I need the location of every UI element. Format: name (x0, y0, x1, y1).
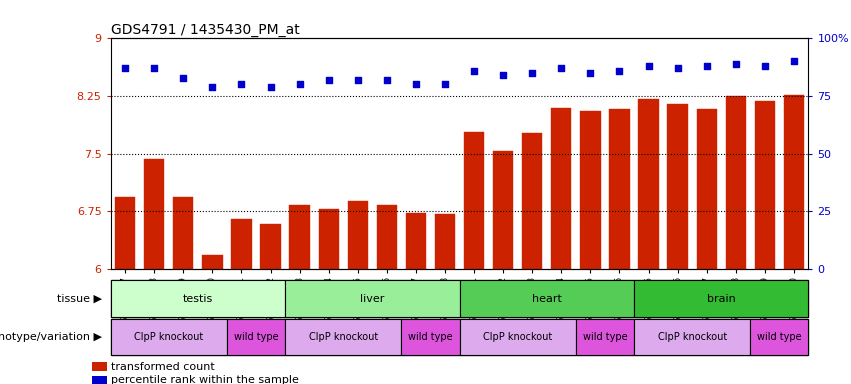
Text: percentile rank within the sample: percentile rank within the sample (111, 375, 299, 384)
Point (409, 81, 423, 88)
Bar (580, 111, 601, 384)
Text: wild type: wild type (583, 332, 627, 342)
Bar (634, 280, 808, 317)
Point (351, 77, 364, 83)
Point (235, 81, 248, 88)
Point (496, 72, 510, 78)
Bar (551, 108, 572, 384)
Point (642, 63, 655, 69)
Bar (460, 280, 634, 317)
Bar (227, 319, 285, 355)
Text: liver: liver (360, 293, 385, 304)
Point (671, 65, 684, 71)
Bar (377, 205, 397, 384)
Text: tissue ▶: tissue ▶ (57, 293, 102, 304)
Bar (92, 362, 107, 371)
Bar (576, 319, 634, 355)
Bar (464, 132, 484, 384)
Point (700, 63, 713, 69)
Bar (111, 319, 227, 355)
Text: ClpP knockout: ClpP knockout (658, 332, 727, 342)
Point (525, 70, 539, 76)
Text: ClpP knockout: ClpP knockout (483, 332, 552, 342)
Point (555, 65, 568, 71)
Bar (347, 201, 368, 384)
Text: ClpP knockout: ClpP knockout (134, 332, 203, 342)
Text: brain: brain (707, 293, 735, 304)
Point (467, 68, 481, 74)
Point (293, 81, 306, 88)
Text: testis: testis (183, 293, 213, 304)
Point (584, 70, 597, 76)
Bar (144, 159, 164, 384)
Point (322, 77, 335, 83)
Bar (289, 205, 310, 384)
Bar (402, 319, 460, 355)
Point (758, 63, 772, 69)
Bar (173, 197, 193, 384)
Text: wild type: wild type (408, 332, 453, 342)
Bar (493, 151, 513, 384)
Bar (285, 319, 402, 355)
Bar (203, 255, 223, 384)
Bar (634, 319, 751, 355)
Point (613, 68, 626, 74)
Point (147, 65, 161, 71)
Text: wild type: wild type (757, 332, 802, 342)
Bar (318, 209, 339, 384)
Text: genotype/variation ▶: genotype/variation ▶ (0, 332, 102, 342)
Bar (460, 319, 576, 355)
Bar (667, 104, 688, 384)
Bar (784, 95, 804, 384)
Point (729, 61, 743, 67)
Bar (522, 133, 542, 384)
Text: ClpP knockout: ClpP knockout (309, 332, 378, 342)
Point (206, 84, 220, 90)
Point (176, 74, 190, 81)
Bar (92, 376, 107, 384)
Text: heart: heart (532, 293, 562, 304)
Point (380, 77, 394, 83)
Bar (285, 280, 460, 317)
Bar (638, 99, 659, 384)
Bar (751, 319, 808, 355)
Bar (231, 219, 252, 384)
Bar (406, 213, 426, 384)
Point (264, 84, 277, 90)
Text: GDS4791 / 1435430_PM_at: GDS4791 / 1435430_PM_at (111, 23, 300, 37)
Bar (260, 224, 281, 384)
Text: wild type: wild type (234, 332, 278, 342)
Bar (435, 214, 455, 384)
Bar (609, 109, 630, 384)
Bar (726, 96, 746, 384)
Text: transformed count: transformed count (111, 361, 214, 372)
Bar (696, 109, 717, 384)
Point (438, 81, 452, 88)
Point (787, 58, 801, 65)
Bar (115, 197, 135, 384)
Point (118, 65, 132, 71)
Bar (111, 280, 285, 317)
Bar (755, 101, 775, 384)
